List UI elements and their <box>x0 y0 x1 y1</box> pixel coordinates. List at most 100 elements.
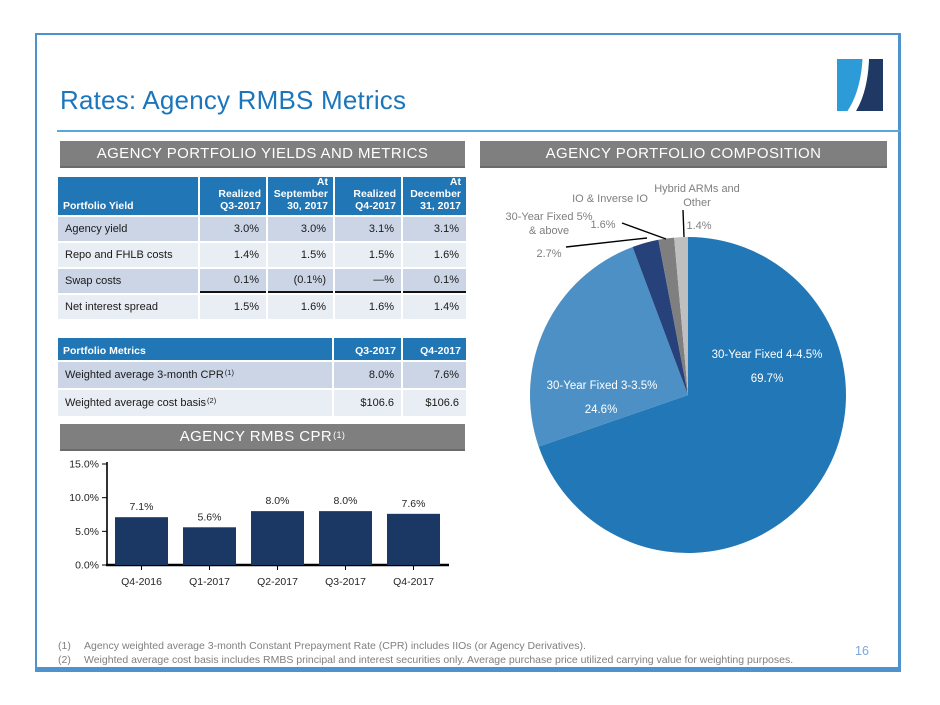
portfolio-yield-table: Portfolio Yield Realized Q3-2017 At Sept… <box>58 176 466 319</box>
title-underline <box>57 130 901 132</box>
bar-Q2-2017 <box>251 511 304 565</box>
yield-col-header: Portfolio Yield <box>58 177 198 215</box>
footnote-marker: (1) <box>58 640 71 652</box>
pie-value-30yr-4-45: 69.7% <box>750 373 784 385</box>
table-cell: Weighted average cost basis (2) <box>58 390 332 416</box>
table-cell: 1.4% <box>403 295 466 319</box>
composition-pie-chart-svg <box>530 209 846 553</box>
yield-col-header: At December 31, 2017 <box>403 176 466 215</box>
bar-Q4-2017 <box>387 513 440 565</box>
table-cell: 8.0% <box>334 362 401 388</box>
table-cell: Net interest spread <box>58 295 198 319</box>
table-cell: 3.0% <box>268 217 333 241</box>
company-logo <box>837 59 883 111</box>
metrics-col-header: Q4-2017 <box>403 338 466 360</box>
footnote-marker: (1) <box>224 367 234 377</box>
pie-callout-io-inverse-io: IO & Inverse IO <box>572 193 648 205</box>
svg-text:5.0%: 5.0% <box>75 526 99 538</box>
table-cell: 0.1% <box>200 269 266 293</box>
svg-text:15.0%: 15.0% <box>69 459 99 471</box>
pie-label-30yr-3-35: 30-Year Fixed 3-3.5% <box>546 380 658 392</box>
footnote-marker: (1) <box>333 429 346 440</box>
pie-leader-line <box>682 209 685 238</box>
bar-Q4-2016 <box>115 517 168 565</box>
bar-category-label: Q2-2017 <box>257 576 298 588</box>
cpr-chart-header-label: AGENCY RMBS CPR <box>179 428 333 445</box>
pie-callout-30yr-5-above: 30-Year Fixed 5% & above <box>505 211 593 237</box>
page-number: 16 <box>855 644 869 658</box>
metrics-col-header: Portfolio Metrics <box>58 338 332 360</box>
table-cell: 1.5% <box>335 243 401 267</box>
slide-border <box>35 33 901 672</box>
table-cell: 1.6% <box>268 295 333 319</box>
bar-category-label: Q3-2017 <box>325 576 366 588</box>
logo-navy-shape <box>856 59 883 111</box>
composition-pie-chart: 30-Year Fixed 4-4.5% 69.7% 30-Year Fixed… <box>480 175 905 630</box>
table-cell: Repo and FHLB costs <box>58 243 198 267</box>
pie-slice <box>674 237 688 395</box>
footnote-marker: (2) <box>207 395 217 405</box>
table-cell: Swap costs <box>58 269 198 293</box>
footnotes: (1) Agency weighted average 3-month Cons… <box>58 640 848 667</box>
pie-value-30yr-3-35: 24.6% <box>584 404 618 416</box>
footnote-2: (2) Weighted average cost basis includes… <box>58 654 848 667</box>
pie-callout-value-io-inverse-io: 1.6% <box>590 219 616 231</box>
svg-text:0.0%: 0.0% <box>75 560 99 572</box>
bar-category-label: Q1-2017 <box>189 576 230 588</box>
table-cell: 7.6% <box>403 362 466 388</box>
bar-Q1-2017 <box>183 527 236 565</box>
footnote-text: Agency weighted average 3-month Constant… <box>84 640 586 652</box>
table-cell: Agency yield <box>58 217 198 241</box>
pie-label-30yr-4-45: 30-Year Fixed 4-4.5% <box>711 349 823 361</box>
pie-slice <box>538 237 846 553</box>
footnote-text: Weighted average cost basis includes RMB… <box>84 653 794 666</box>
page-title: Rates: Agency RMBS Metrics <box>60 85 407 115</box>
yield-col-header: At September 30, 2017 <box>268 176 333 215</box>
pie-callout-value-30yr-5-above: 2.7% <box>536 248 562 260</box>
pie-leader-line <box>565 237 648 248</box>
right-panel-header-label: AGENCY PORTFOLIO COMPOSITION <box>545 145 822 162</box>
table-cell: 1.5% <box>268 243 333 267</box>
metric-label: Weighted average 3-month CPR <box>65 369 224 381</box>
metrics-col-header: Q3-2017 <box>334 338 401 360</box>
bar-value-label: 5.6% <box>198 511 222 523</box>
table-cell: $106.6 <box>403 390 466 416</box>
footnote-marker: (2) <box>58 653 71 666</box>
bar-category-label: Q4-2016 <box>121 576 162 588</box>
bar-value-label: 8.0% <box>334 495 358 507</box>
bar-value-label: 7.6% <box>402 498 426 510</box>
bar-value-label: 8.0% <box>266 495 290 507</box>
pie-slice <box>632 239 688 395</box>
table-cell: Weighted average 3-month CPR (1) <box>58 362 332 388</box>
bar-category-label: Q4-2017 <box>393 576 434 588</box>
pie-slice <box>530 247 688 447</box>
cpr-chart-header: AGENCY RMBS CPR (1) <box>60 424 465 451</box>
table-cell: 3.1% <box>335 217 401 241</box>
portfolio-metrics-table: Portfolio Metrics Q3-2017 Q4-2017 Weight… <box>58 338 466 416</box>
yield-col-header: Realized Q3-2017 <box>200 177 266 215</box>
logo-swoosh <box>847 59 869 111</box>
right-panel-header: AGENCY PORTFOLIO COMPOSITION <box>480 141 887 168</box>
footnote-1: (1) Agency weighted average 3-month Cons… <box>58 640 848 653</box>
yield-col-header: Realized Q4-2017 <box>335 177 401 215</box>
table-cell: 3.0% <box>200 217 266 241</box>
svg-text:10.0%: 10.0% <box>69 492 99 504</box>
cpr-bar-chart: 0.0% 5.0% 10.0% 15.0% 7.1% Q4-2016 5.6% Q1-2017… <box>57 453 462 605</box>
table-cell: (0.1%) <box>268 269 333 293</box>
table-cell: —% <box>335 269 401 293</box>
pie-slice <box>658 237 688 395</box>
bar-Q3-2017 <box>319 511 372 565</box>
cpr-bar-chart-svg: 0.0% 5.0% 10.0% 15.0% 7.1% Q4-2016 5.6% Q1-2017… <box>69 459 449 588</box>
left-panel-header: AGENCY PORTFOLIO YIELDS AND METRICS <box>60 141 465 168</box>
table-cell: 1.4% <box>200 243 266 267</box>
pie-callout-value-hybrid-arms: 1.4% <box>686 220 712 232</box>
table-cell: $106.6 <box>334 390 401 416</box>
table-cell: 0.1% <box>403 269 466 293</box>
table-cell: 3.1% <box>403 217 466 241</box>
table-cell: 1.6% <box>335 295 401 319</box>
left-panel-header-label: AGENCY PORTFOLIO YIELDS AND METRICS <box>96 145 429 162</box>
table-cell: 1.6% <box>403 243 466 267</box>
bar-value-label: 7.1% <box>130 501 154 513</box>
pie-leader-line <box>621 222 667 240</box>
metric-label: Weighted average cost basis <box>65 397 207 409</box>
